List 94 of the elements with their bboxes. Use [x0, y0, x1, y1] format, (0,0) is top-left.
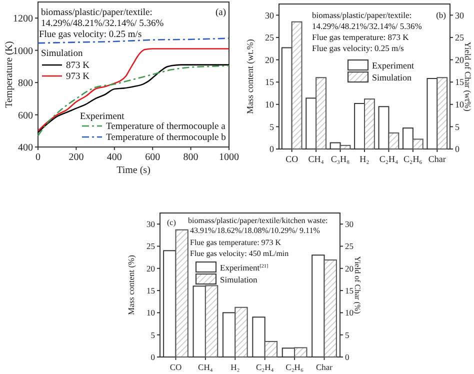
y2-tick-label: 0: [345, 352, 350, 362]
x-tick-label: H₂: [360, 154, 370, 164]
annotation: 43.91%/18.62%/18.08%/10.29%/ 9.11%: [190, 226, 320, 235]
y-tick-label: 25: [146, 241, 155, 252]
y-tick-label: 400: [18, 142, 33, 154]
y-tick-label: 600: [18, 110, 33, 122]
x-tick-label: 800: [183, 152, 198, 163]
x-tick-label: CH₄: [308, 154, 324, 164]
annotation: biomass/plastic/paper/textile:: [312, 10, 412, 20]
annotation: (a): [215, 8, 226, 18]
y-tick-label: 20: [146, 263, 155, 274]
y2-axis-title: Yield of Char (wt%): [463, 42, 473, 112]
y-tick-label: 0: [270, 144, 274, 154]
x-tick-label: C₂H₄: [379, 154, 398, 164]
y2-tick-label: 25: [345, 241, 354, 252]
y2-tick-label: 30: [345, 219, 354, 230]
bar: [291, 21, 302, 150]
y-tick-label: 10: [265, 100, 274, 110]
annotation: 14.29%/48.21%/32.14%/ 5.36%: [41, 19, 164, 29]
x-tick-label: CO: [286, 154, 299, 164]
x-tick-label: Char: [316, 362, 333, 372]
legend-label: 873 K: [66, 61, 90, 71]
y2-tick-label: 30: [455, 10, 464, 20]
y-tick-label: 5: [150, 330, 155, 340]
legend-label: Experiment: [372, 60, 414, 70]
y-axis-title: Temperature (K): [4, 41, 15, 108]
y-tick-label: 15: [146, 286, 155, 296]
annotation: biomass/plastic/paper/textile/kitchen waste:: [188, 216, 328, 225]
legend-title: Simulation: [41, 49, 83, 59]
x-tick-label: CO: [170, 362, 182, 372]
y2-axis-title: Yield of Char (%): [353, 256, 362, 314]
annotation: Flue gas velocity: 0.25 m/s: [312, 43, 404, 53]
y2-tick-label: 15: [345, 286, 354, 296]
annotation: Flue gas temperature: 973 K: [190, 238, 282, 247]
x-tick-label: 1000: [219, 152, 239, 163]
bar: [412, 138, 424, 150]
y-tick-label: 15: [265, 77, 274, 88]
legend-label: Temperature of thermocouple b: [106, 133, 226, 143]
y-tick-label: 20: [265, 54, 274, 65]
y-tick-label: 30: [146, 219, 155, 230]
y2-tick-label: 25: [455, 32, 464, 43]
annotation: (c): [167, 218, 176, 227]
y2-tick-label: 0: [455, 144, 460, 154]
legend-label: Simulation: [372, 72, 412, 82]
bar: [340, 144, 351, 150]
bar: [294, 347, 308, 358]
x-axis-title: Time (s): [116, 165, 150, 176]
x-tick-label: 400: [106, 152, 122, 163]
bar: [388, 132, 400, 150]
annotation: 14.29%/48.21%/32.14%/ 5.36%: [312, 21, 422, 31]
x-tick-label: Char: [428, 154, 446, 164]
x-tick-label: C₃H₈: [330, 154, 350, 164]
x-tick-label: CH₄: [198, 362, 213, 372]
bar: [234, 306, 248, 358]
y-axis-title: Mass content (wt.%): [245, 39, 255, 114]
x-tick-label: C₂H₆: [404, 154, 422, 164]
bar: [436, 77, 448, 150]
y2-tick-label: 15: [455, 77, 464, 88]
x-tick-label: 0: [36, 152, 40, 163]
annotation: Flue gas velocity: 450 mL/min: [190, 249, 289, 258]
annotation: Flue gas temperature: 873 K: [312, 32, 410, 42]
y-tick-label: 0: [150, 352, 155, 362]
legend-label: 973 K: [66, 72, 90, 82]
legend-label: Temperature of thermocouple a: [106, 122, 226, 132]
y2-tick-label: 5: [455, 122, 460, 132]
y2-tick-label: 10: [345, 308, 354, 318]
x-tick-label: C₂H₆: [286, 362, 304, 372]
y2-tick-label: 10: [455, 100, 464, 110]
annotation: Flue gas velocity: 0.25 m/s: [39, 30, 142, 40]
y-tick-label: 25: [265, 32, 274, 43]
bar: [264, 340, 278, 358]
y2-tick-label: 20: [455, 54, 464, 65]
annotation: (b): [436, 10, 446, 20]
y-axis-title: Mass content (%): [126, 254, 136, 315]
annotation: Experiment: [80, 112, 125, 122]
y-tick-label: 1200: [13, 14, 33, 25]
bar: [316, 77, 326, 150]
bar: [324, 259, 337, 358]
legend-label: Experiment$^{[21]}$: [220, 262, 268, 272]
bar: [175, 229, 188, 358]
y-tick-label: 5: [270, 122, 274, 132]
x-tick-label: 200: [68, 152, 84, 163]
y-tick-label: 10: [146, 308, 155, 318]
legend-label: Simulation: [220, 274, 258, 284]
annotation: biomass/plastic/paper/textile:: [41, 8, 152, 18]
y2-tick-label: 5: [345, 330, 350, 340]
y-tick-label: 800: [18, 78, 33, 90]
x-tick-label: H₂: [230, 362, 240, 372]
y-tick-label: 30: [265, 10, 274, 20]
line-series: [37, 48, 230, 132]
y2-tick-label: 20: [345, 263, 354, 274]
y-tick-label: 1000: [13, 46, 33, 57]
bar: [364, 98, 375, 150]
x-tick-label: C₂H₄: [256, 362, 274, 372]
